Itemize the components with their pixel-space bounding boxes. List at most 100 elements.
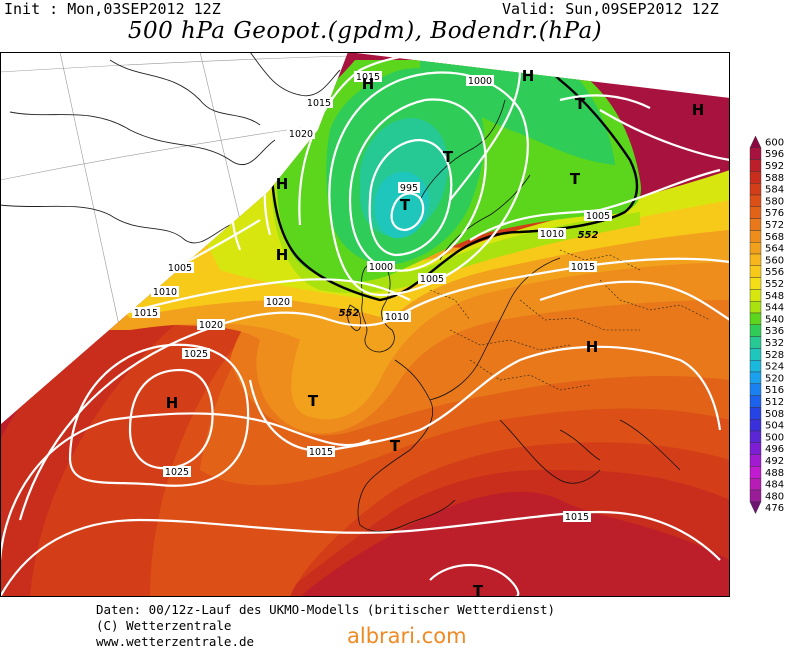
legend-label: 512 [765, 397, 784, 408]
svg-text:1000: 1000 [468, 76, 492, 87]
legend-label: 600 [765, 137, 784, 148]
legend-label: 580 [765, 196, 784, 207]
svg-text:1025: 1025 [165, 467, 189, 478]
geopot-label: 552 [578, 230, 599, 241]
legend-label: 504 [765, 421, 784, 432]
isobar-label: 1010 [151, 286, 179, 298]
legend-label: 548 [765, 291, 784, 302]
high-pressure-marker: H [276, 175, 289, 193]
svg-text:1015: 1015 [571, 262, 595, 273]
high-pressure-marker: H [522, 67, 535, 85]
high-pressure-marker: H [362, 75, 375, 93]
legend-label: 516 [765, 385, 784, 396]
legend-swatch [749, 359, 762, 373]
legend-swatch [749, 489, 762, 503]
legend-swatch [749, 324, 762, 337]
legend-label: 596 [765, 149, 784, 160]
legend-swatch [749, 159, 762, 172]
isobar-label: 1000 [466, 75, 494, 87]
svg-text:1015: 1015 [134, 308, 158, 319]
legend-label: 492 [765, 456, 784, 467]
legend-swatch [749, 348, 762, 361]
legend-label: 524 [765, 362, 784, 373]
isobar-label: 1010 [538, 228, 566, 240]
graticule-lines [0, 52, 351, 331]
legend-swatch [749, 430, 762, 444]
svg-text:1020: 1020 [289, 129, 313, 140]
legend-label: 560 [765, 255, 784, 266]
isobar-label: 1015 [132, 307, 160, 319]
valid-time: Valid: Sun,09SEP2012 12Z [502, 0, 719, 18]
legend-swatch [749, 300, 762, 314]
legend-label: 564 [765, 244, 784, 255]
isobar-label: 995 [398, 182, 420, 194]
isobar-label: 1000 [367, 261, 395, 273]
isobar-label: 1015 [569, 261, 597, 273]
high-pressure-marker: H [586, 338, 599, 356]
legend-label: 588 [765, 173, 784, 184]
legend-label: 484 [765, 480, 784, 491]
isobar-label: 1015 [563, 511, 591, 523]
map-frame [0, 52, 730, 597]
legend-swatch [749, 183, 762, 196]
footer-website: www.wetterzentrale.de [96, 634, 255, 649]
legend-swatch [749, 371, 762, 385]
legend-label: 488 [765, 468, 784, 479]
geopot-label: 552 [339, 308, 360, 319]
coastline-north-america [0, 52, 341, 244]
legend-label: 532 [765, 338, 784, 349]
legend-swatch [749, 395, 762, 408]
svg-text:1005: 1005 [420, 274, 444, 285]
legend-swatch [749, 383, 762, 396]
legend-swatch [749, 419, 762, 432]
isobar-label: 1005 [418, 273, 446, 285]
isobar-label: 1005 [584, 210, 612, 222]
low-pressure-marker: T [443, 148, 454, 166]
isobar-label: 1020 [264, 296, 292, 308]
legend-swatch [749, 454, 762, 467]
svg-text:1010: 1010 [385, 312, 409, 323]
legend-swatch [749, 147, 762, 160]
svg-text:1010: 1010 [153, 287, 177, 298]
svg-text:1010: 1010 [540, 229, 564, 240]
svg-text:1025: 1025 [184, 349, 208, 360]
low-pressure-marker: T [473, 582, 484, 597]
legend-swatch [749, 466, 762, 479]
legend-swatch [749, 194, 762, 208]
legend-swatch [749, 442, 762, 455]
legend-label: 500 [765, 432, 784, 443]
legend-swatch [749, 289, 762, 302]
legend-label: 476 [765, 503, 784, 514]
svg-text:1020: 1020 [266, 297, 290, 308]
legend-swatch [749, 218, 762, 231]
legend-swatch [749, 206, 762, 219]
svg-text:1015: 1015 [565, 512, 589, 523]
legend-label: 540 [765, 314, 784, 325]
legend-swatch [749, 277, 762, 290]
legend-label: 584 [765, 185, 784, 196]
legend-label: 480 [765, 491, 784, 502]
svg-text:1005: 1005 [168, 263, 192, 274]
isobar-label: 1010 [383, 311, 411, 323]
svg-text:1015: 1015 [356, 72, 380, 83]
legend-swatch [749, 336, 762, 349]
legend-label: 572 [765, 220, 784, 231]
legend-swatch [749, 407, 762, 420]
legend-label: 552 [765, 279, 784, 290]
low-pressure-marker: T [400, 196, 411, 214]
shade-544 [272, 100, 640, 294]
legend-label: 568 [765, 232, 784, 243]
legend-label: 496 [765, 444, 784, 455]
legend-swatch [749, 501, 762, 515]
low-pressure-marker: T [390, 437, 401, 455]
legend-swatch [749, 265, 762, 278]
legend-swatch [749, 253, 762, 267]
chart-title: 500 hPa Geopot.(gpdm), Bodendr.(hPa) [127, 18, 603, 44]
isobar-label: 1025 [182, 348, 210, 360]
footer-data-source: Daten: 00/12z-Lauf des UKMO-Modells (bri… [96, 602, 556, 617]
color-scale-legend: 6005965925885845805765725685645605565525… [749, 135, 784, 515]
init-time: Init : Mon,03SEP2012 12Z [4, 0, 221, 18]
legend-swatch [749, 230, 762, 243]
svg-text:1015: 1015 [307, 98, 331, 109]
contour-552 [270, 56, 639, 302]
